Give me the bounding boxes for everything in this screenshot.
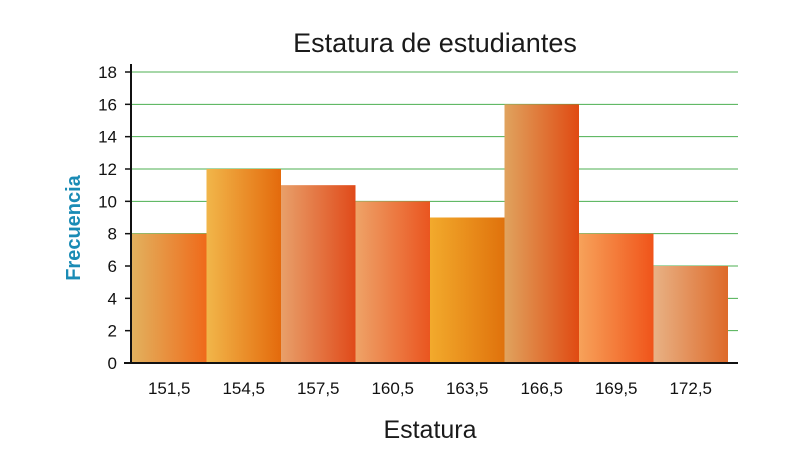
bar-151-5	[132, 233, 207, 363]
y-tick-label: 16	[98, 95, 117, 114]
y-axis-ticks: 0 2 4 6 8 10 12 14 16 18	[98, 63, 131, 373]
y-axis-label: Frecuencia	[63, 174, 85, 280]
x-tick-label: 163,5	[446, 379, 489, 398]
x-tick-label: 166,5	[520, 379, 563, 398]
bar-163-5	[430, 217, 505, 363]
bar-169-5	[579, 233, 654, 363]
y-tick-label: 2	[108, 322, 117, 341]
bar-157-5	[281, 185, 356, 363]
x-tick-label: 157,5	[297, 379, 340, 398]
bars	[132, 104, 728, 363]
y-tick-label: 6	[108, 257, 117, 276]
x-tick-label: 151,5	[148, 379, 191, 398]
x-tick-label: 154,5	[222, 379, 265, 398]
x-tick-label: 169,5	[595, 379, 638, 398]
bar-154-5	[206, 169, 281, 363]
x-tick-label: 172,5	[669, 379, 712, 398]
y-tick-label: 4	[108, 289, 117, 308]
x-axis-label: Estatura	[383, 416, 476, 444]
y-tick-label: 12	[98, 160, 117, 179]
x-axis-ticks: 151,5 154,5 157,5 160,5 163,5 166,5 169,5 172,5	[148, 379, 712, 398]
y-tick-label: 0	[108, 354, 117, 373]
bar-160-5	[355, 201, 430, 363]
x-tick-label: 160,5	[371, 379, 414, 398]
y-tick-label: 14	[98, 128, 117, 147]
y-tick-label: 8	[108, 225, 117, 244]
y-tick-label: 10	[98, 192, 117, 211]
chart-title: Estatura de estudiantes	[293, 28, 577, 58]
bar-166-5	[504, 104, 579, 363]
bar-172-5	[653, 266, 728, 363]
y-tick-label: 18	[98, 63, 117, 82]
